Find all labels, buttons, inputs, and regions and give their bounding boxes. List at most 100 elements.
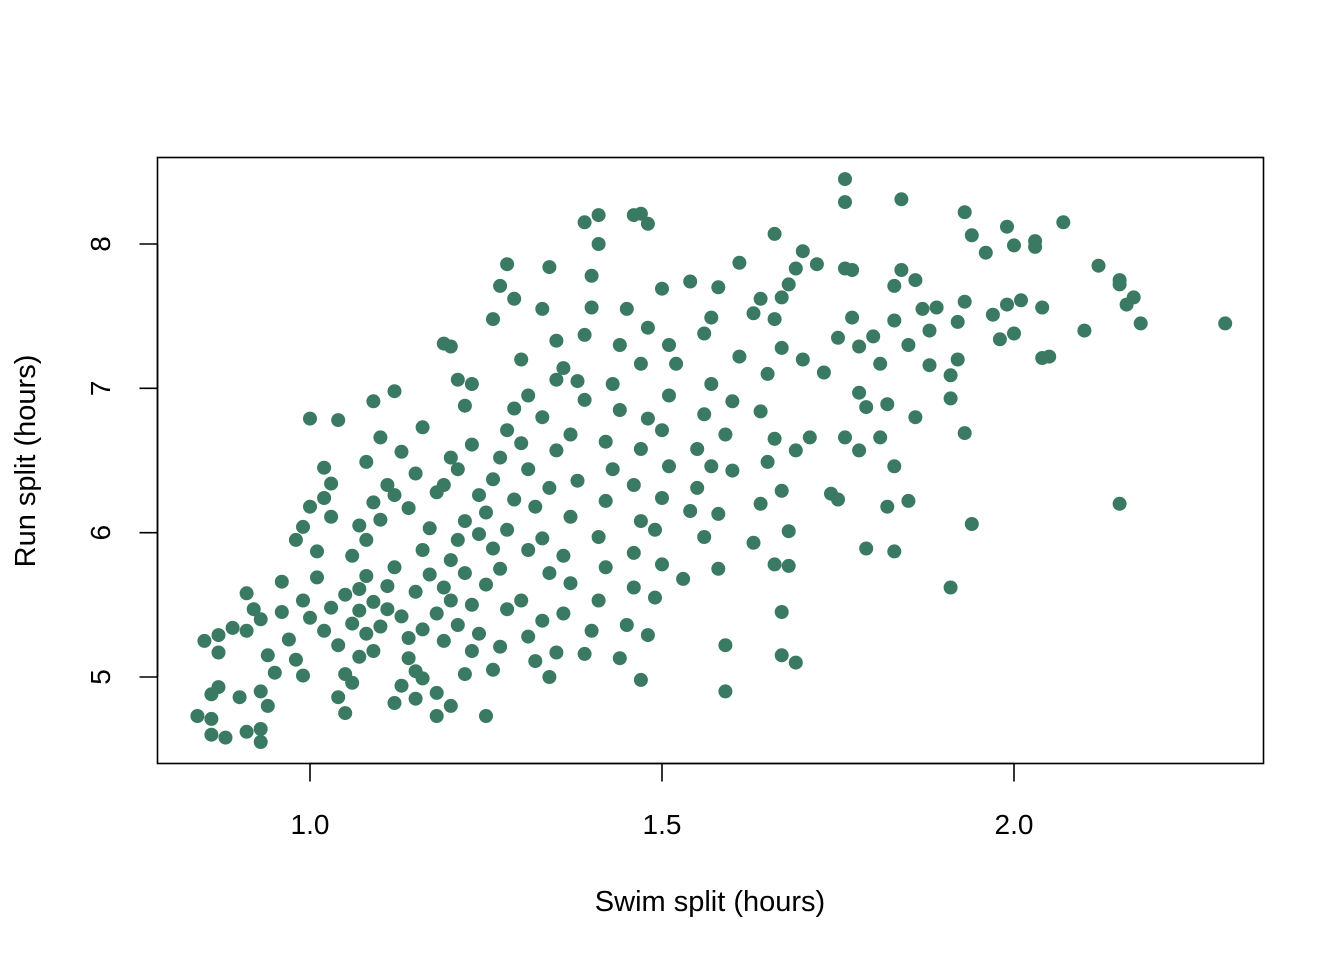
x-axis: 1.0 1.5 2.0: [291, 762, 1033, 840]
data-point: [985, 307, 1000, 322]
data-point: [908, 273, 923, 288]
data-point: [464, 597, 479, 612]
data-point: [450, 372, 465, 387]
data-point: [655, 557, 669, 572]
data-point: [633, 442, 648, 456]
data-point: [753, 496, 768, 511]
data-point: [274, 574, 289, 589]
data-point: [422, 521, 437, 536]
data-point: [457, 566, 472, 581]
data-point: [683, 504, 698, 518]
data-point: [394, 444, 409, 459]
data-point: [922, 323, 937, 338]
data-point: [1035, 300, 1050, 315]
data-point: [1112, 273, 1127, 288]
data-point: [352, 582, 367, 596]
data-point: [978, 245, 993, 260]
data-point: [211, 628, 226, 643]
data-point: [556, 548, 571, 563]
data-point: [345, 675, 360, 690]
data-point: [415, 420, 430, 435]
data-point: [633, 206, 648, 221]
data-point: [443, 698, 458, 713]
data-point: [908, 410, 923, 425]
data-point: [718, 684, 733, 699]
data-point: [324, 509, 339, 524]
data-point: [450, 462, 465, 477]
data-point: [746, 535, 761, 550]
data-point: [662, 338, 676, 352]
data-point: [479, 505, 493, 520]
data-point: [1014, 293, 1028, 308]
data-point: [401, 501, 416, 516]
data-point: [556, 361, 571, 376]
y-axis-label: Run split (hours): [10, 355, 42, 568]
data-point: [711, 280, 726, 295]
data-point: [500, 423, 515, 438]
data-point: [619, 301, 634, 316]
data-point: [500, 522, 515, 537]
data-point: [577, 215, 592, 230]
data-point: [584, 300, 599, 315]
data-point: [338, 706, 353, 721]
data-point: [310, 570, 324, 585]
data-point: [598, 493, 613, 508]
data-point: [711, 561, 726, 576]
data-point: [429, 709, 444, 723]
data-point: [317, 491, 332, 505]
data-point: [415, 671, 430, 686]
data-point: [1218, 316, 1233, 331]
data-point: [507, 291, 522, 306]
data-point: [486, 662, 500, 677]
data-point: [901, 338, 916, 352]
data-point: [443, 593, 458, 608]
data-point: [873, 430, 888, 445]
data-point: [718, 638, 733, 653]
data-point: [317, 460, 332, 475]
data-point: [415, 622, 430, 637]
data-point: [901, 493, 916, 508]
data-point: [781, 524, 796, 539]
data-point: [486, 312, 500, 327]
data-point: [633, 672, 648, 687]
data-point: [507, 492, 522, 507]
data-point: [408, 584, 423, 599]
data-point: [894, 263, 909, 277]
data-point: [338, 587, 353, 602]
data-point: [535, 531, 550, 546]
data-point: [690, 442, 705, 456]
data-point: [296, 668, 310, 683]
data-point: [464, 644, 479, 658]
data-point: [880, 499, 895, 514]
data-point: [640, 411, 655, 426]
data-point: [887, 278, 902, 293]
data-point: [655, 491, 669, 505]
data-point: [704, 310, 719, 325]
data-point: [253, 612, 268, 627]
data-point: [253, 735, 268, 749]
data-point: [352, 518, 367, 533]
data-point: [359, 532, 374, 547]
data-point: [591, 237, 606, 251]
data-point: [429, 606, 444, 621]
data-point: [549, 372, 564, 387]
data-point: [288, 532, 303, 547]
data-point: [584, 623, 599, 638]
data-point: [718, 427, 733, 442]
data-point: [859, 541, 874, 556]
data-point: [746, 306, 761, 321]
data-point: [943, 391, 958, 406]
data-point: [528, 654, 543, 669]
data-point: [809, 257, 824, 272]
data-point: [584, 268, 599, 283]
data-point: [486, 472, 500, 487]
data-point: [260, 698, 275, 713]
data-point: [521, 629, 536, 644]
data-point: [549, 645, 564, 660]
data-point: [387, 488, 402, 503]
data-point: [859, 400, 874, 415]
data-point: [542, 480, 557, 495]
data-point: [774, 648, 789, 663]
data-point: [669, 356, 684, 371]
